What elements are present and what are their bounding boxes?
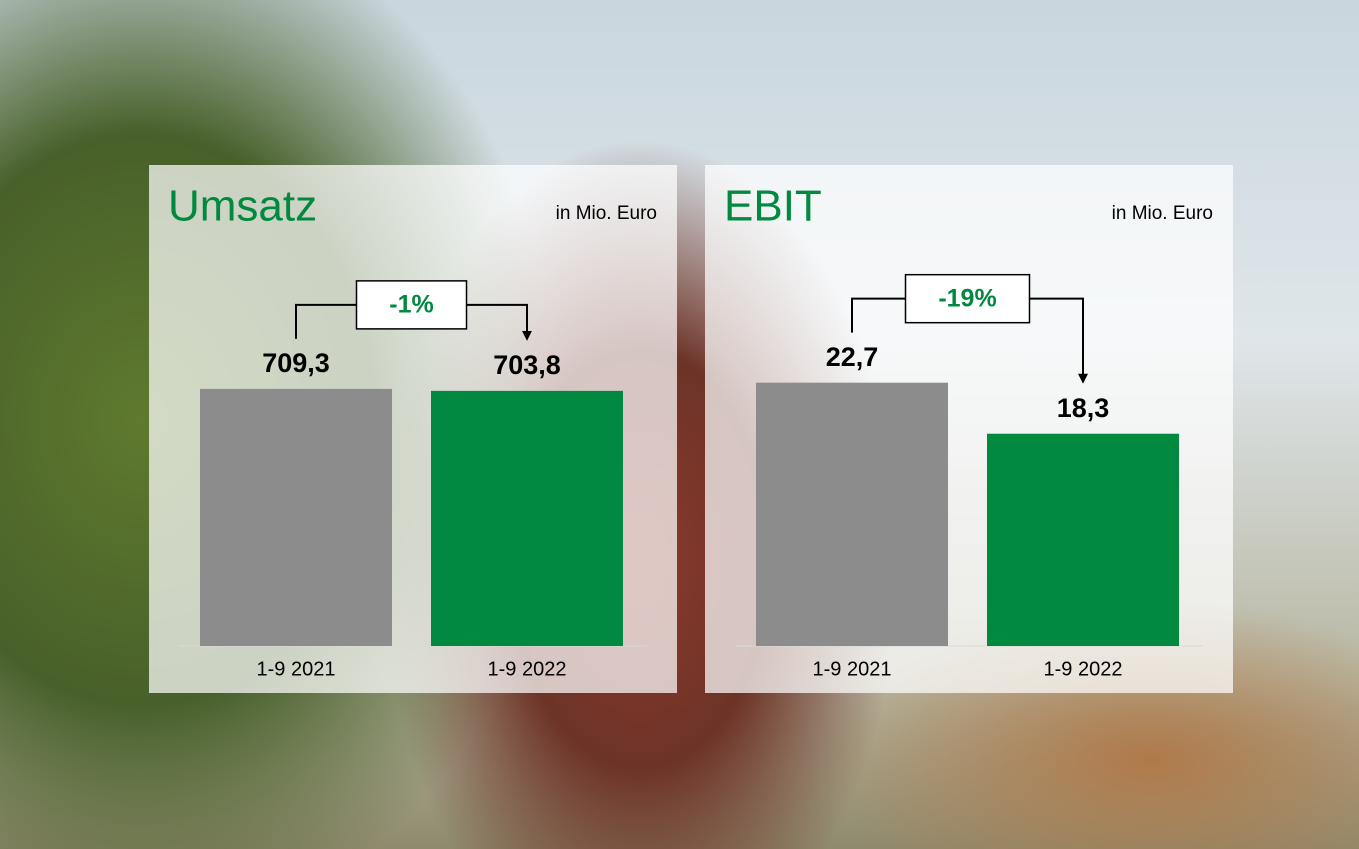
bar <box>756 383 948 646</box>
category-label: 1-9 2021 <box>257 658 336 680</box>
value-label: 18,3 <box>1057 393 1110 423</box>
slide: Umsatz in Mio. Euro 709,3 1-9 2021 703,8 1-9 … <box>0 0 1359 849</box>
category-label: 1-9 2021 <box>813 658 892 680</box>
page: Umsatz in Mio. Euro 709,3 1-9 2021 703,8 1-9 … <box>0 0 1359 849</box>
change-label: -19% <box>938 284 996 312</box>
bar <box>987 434 1179 646</box>
change-label: -1% <box>389 290 433 318</box>
category-label: 1-9 2022 <box>1044 658 1123 680</box>
unit-label: in Mio. Euro <box>556 203 657 224</box>
category-label: 1-9 2022 <box>488 658 567 680</box>
chart-title: EBIT <box>724 182 822 231</box>
chart-title: Umsatz <box>168 182 317 231</box>
value-label: 703,8 <box>493 350 561 380</box>
value-label: 22,7 <box>826 342 879 372</box>
value-label: 709,3 <box>262 348 330 378</box>
bar <box>431 391 623 646</box>
unit-label: in Mio. Euro <box>1112 203 1213 224</box>
bar <box>200 389 392 646</box>
